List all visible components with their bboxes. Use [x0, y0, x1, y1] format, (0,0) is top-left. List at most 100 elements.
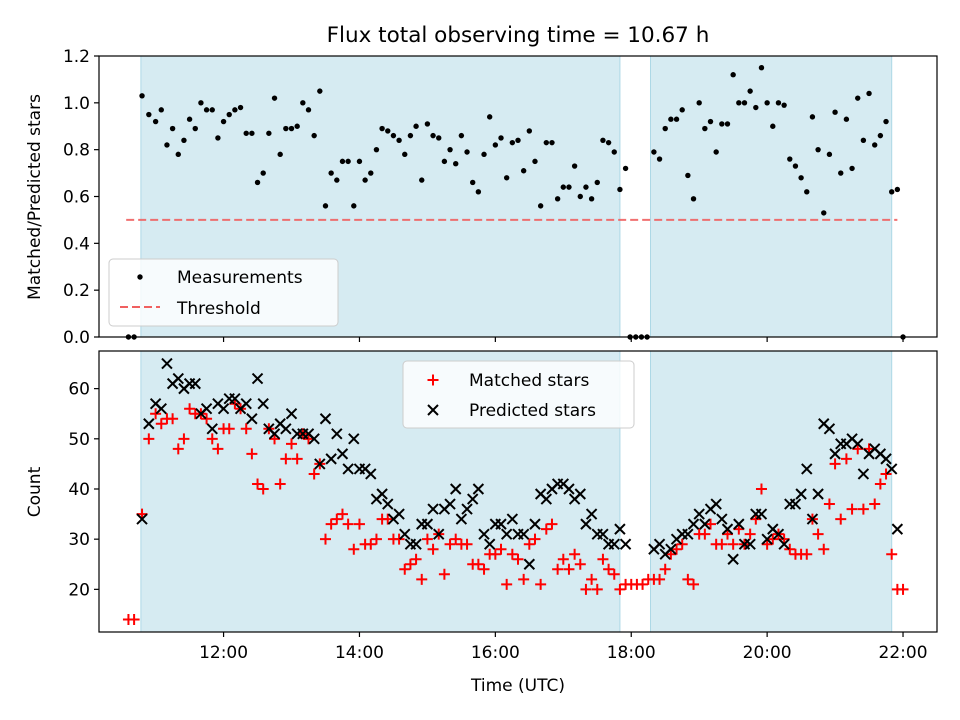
data-point [687, 518, 700, 530]
legend-label-matched: Matched stars [469, 371, 589, 391]
data-point [342, 463, 354, 475]
series-matched-stars [122, 398, 909, 625]
data-point [339, 158, 346, 165]
data-point [209, 107, 215, 113]
data-point [897, 583, 909, 595]
data-point [461, 538, 473, 550]
data-point [529, 533, 541, 545]
data-point [486, 114, 493, 120]
data-point [688, 578, 700, 590]
data-point [438, 568, 450, 580]
data-point [656, 156, 663, 162]
data-point [571, 163, 578, 169]
data-point [240, 423, 252, 435]
data-point [815, 146, 821, 153]
data-point [574, 558, 586, 570]
data-point [787, 156, 793, 162]
data-point [588, 196, 595, 202]
data-point [416, 573, 428, 585]
data-point [254, 179, 261, 186]
data-point [373, 146, 380, 153]
data-point [526, 128, 533, 134]
data-point [823, 498, 835, 510]
data-point [577, 193, 583, 200]
data-point [801, 548, 813, 560]
data-point [223, 423, 235, 435]
data-point [835, 513, 847, 525]
data-point [733, 518, 745, 530]
data-point [671, 543, 683, 555]
data-point [430, 132, 436, 139]
data-point [447, 146, 453, 153]
data-point [300, 100, 306, 106]
data-point [569, 548, 581, 560]
data-point [277, 151, 283, 158]
x-tick-label: 14:00 [335, 643, 384, 663]
data-point [404, 558, 416, 570]
data-point [184, 403, 196, 415]
data-point [821, 210, 827, 216]
data-point [410, 538, 422, 550]
data-point [809, 114, 816, 120]
data-point [880, 453, 892, 465]
data-point [552, 563, 564, 575]
data-point [668, 116, 674, 122]
data-point [348, 433, 360, 445]
data-point [260, 170, 266, 176]
data-point [317, 88, 323, 94]
data-point [696, 100, 702, 106]
data-point [237, 104, 244, 111]
data-point [838, 170, 844, 176]
data-point [251, 372, 264, 385]
data-point [583, 184, 589, 190]
data-point [498, 135, 504, 141]
data-point [710, 498, 722, 510]
data-point [699, 518, 711, 530]
data-point [331, 513, 343, 525]
data-point [877, 132, 884, 139]
data-point [152, 118, 159, 125]
data-point [441, 158, 448, 165]
data-point [376, 488, 388, 500]
data-point [557, 553, 569, 565]
legend-box [108, 258, 339, 327]
data-point [653, 538, 666, 550]
data-point [693, 508, 705, 520]
data-point [730, 72, 736, 78]
y-tick-label: 0.8 [63, 141, 90, 161]
data-point [464, 149, 470, 155]
data-point [308, 433, 320, 445]
data-point [419, 177, 425, 183]
data-point [611, 149, 617, 155]
data-point [161, 357, 173, 370]
data-point [597, 528, 609, 540]
legend-label-threshold: Threshold [176, 299, 261, 319]
data-point [472, 483, 485, 495]
data-point [252, 478, 264, 490]
series-predicted-stars [136, 357, 904, 570]
data-point [288, 125, 295, 132]
data-point [619, 538, 632, 550]
legend-marker-predicted [427, 404, 439, 416]
data-point [755, 483, 767, 495]
data-point [399, 528, 411, 540]
data-point [758, 65, 765, 71]
data-point [172, 372, 184, 385]
data-point [450, 483, 462, 495]
data-point [585, 508, 598, 520]
data-point [580, 583, 592, 595]
data-point [843, 116, 850, 122]
data-point [325, 518, 337, 530]
data-point [676, 538, 688, 550]
data-point [707, 118, 714, 125]
data-point [500, 528, 513, 540]
y-axis-label-bottom: Count [25, 466, 45, 517]
data-point [249, 130, 255, 136]
data-point [659, 563, 671, 575]
data-point [608, 568, 620, 580]
data-point [336, 508, 348, 520]
data-point [857, 468, 870, 480]
data-point [792, 163, 799, 169]
data-point [523, 558, 536, 570]
